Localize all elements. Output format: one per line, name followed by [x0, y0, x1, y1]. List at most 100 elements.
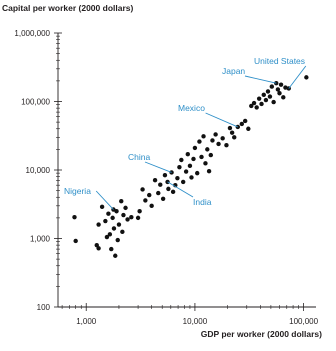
data-point [106, 211, 111, 216]
data-point [216, 141, 221, 147]
data-point [158, 182, 163, 187]
data-point [129, 214, 134, 220]
data-point [227, 125, 233, 131]
y-tick-label: 100,000 [21, 98, 50, 107]
annotation-leader-line [244, 75, 277, 84]
data-point [271, 99, 276, 105]
data-point [143, 198, 148, 203]
data-point [229, 130, 235, 135]
data-point [110, 215, 115, 221]
data-point [242, 118, 248, 124]
data-point [254, 105, 259, 110]
y-tick-label: 10,000 [26, 166, 51, 175]
annotation-label: Japan [222, 66, 245, 76]
x-tick-label: 1,000 [76, 317, 97, 326]
y-axis-title: Capital per worker (2000 dollars) [2, 3, 133, 13]
data-point [239, 121, 245, 127]
x-tick-label: 10,000 [183, 317, 208, 326]
data-point [175, 175, 180, 181]
data-point [232, 135, 237, 140]
data-point [192, 145, 198, 151]
data-point [203, 161, 208, 166]
data-point [140, 187, 145, 192]
data-point [249, 103, 254, 109]
data-point [104, 234, 110, 240]
data-point [96, 222, 101, 227]
annotation-leader-line [144, 161, 172, 173]
y-tick-label: 1,000 [30, 235, 51, 244]
data-point [99, 204, 105, 210]
data-point [147, 192, 152, 198]
data-points [72, 75, 309, 258]
data-point [185, 152, 190, 157]
data-point [269, 84, 275, 89]
data-point [261, 92, 266, 98]
annotation-label: China [128, 152, 150, 162]
data-point [205, 147, 210, 152]
annotation-leader-line [95, 190, 114, 210]
data-point [113, 253, 118, 258]
data-point [195, 170, 200, 176]
annotation-label: United States [254, 56, 305, 66]
data-point [109, 246, 114, 252]
data-point [256, 96, 262, 101]
data-point [179, 157, 184, 163]
data-point [123, 205, 128, 211]
ticks: 100 1,000 10,000 100,000 1,000,000 1,000 10,00… [14, 29, 318, 326]
annotation-leader-line [167, 181, 194, 198]
y-tick-label: 1,000,000 [14, 29, 50, 38]
data-point [121, 212, 126, 218]
data-point [281, 95, 286, 100]
data-point [199, 154, 204, 160]
data-point [137, 209, 142, 214]
data-point [120, 229, 125, 235]
data-point [189, 175, 194, 180]
data-point [107, 232, 113, 237]
data-point [72, 214, 77, 220]
data-point [149, 203, 154, 209]
data-point [187, 163, 193, 169]
data-point [183, 169, 189, 174]
data-point [170, 189, 176, 195]
y-tick-label: 100 [37, 303, 51, 312]
data-point [275, 87, 281, 92]
data-point [283, 85, 288, 90]
data-point [263, 97, 269, 103]
data-point [156, 190, 161, 196]
data-point [125, 217, 130, 222]
data-point [259, 101, 264, 107]
data-point [208, 152, 214, 158]
x-axis-title: GDP per worker (2000 dollars) [201, 329, 322, 339]
annotation-label: Mexico [178, 103, 205, 113]
data-point [96, 246, 101, 251]
data-point [135, 215, 141, 221]
data-point [119, 199, 124, 204]
data-point [116, 222, 122, 227]
data-point [166, 186, 171, 192]
data-point [180, 179, 186, 185]
data-point [177, 164, 182, 170]
data-point [220, 136, 225, 141]
data-point [162, 172, 168, 178]
data-point [278, 82, 284, 87]
x-tick-label: 100,000 [289, 317, 318, 326]
annotation-label: India [193, 197, 212, 207]
data-point [304, 75, 309, 80]
data-point [274, 80, 279, 86]
data-point [235, 124, 240, 130]
data-point [224, 143, 229, 148]
data-point [103, 218, 108, 224]
data-point [197, 139, 202, 144]
data-point [210, 138, 215, 143]
annotation-label: Nigeria [64, 186, 91, 196]
annotation-leader-line [205, 112, 238, 128]
data-point [114, 209, 119, 214]
data-point [73, 238, 78, 244]
data-point [251, 100, 257, 106]
data-point [115, 237, 120, 243]
data-point [246, 126, 251, 131]
annotations: Nigeria China India Mexico Japan United State… [64, 56, 307, 210]
data-point [265, 89, 271, 94]
data-point [152, 177, 158, 183]
